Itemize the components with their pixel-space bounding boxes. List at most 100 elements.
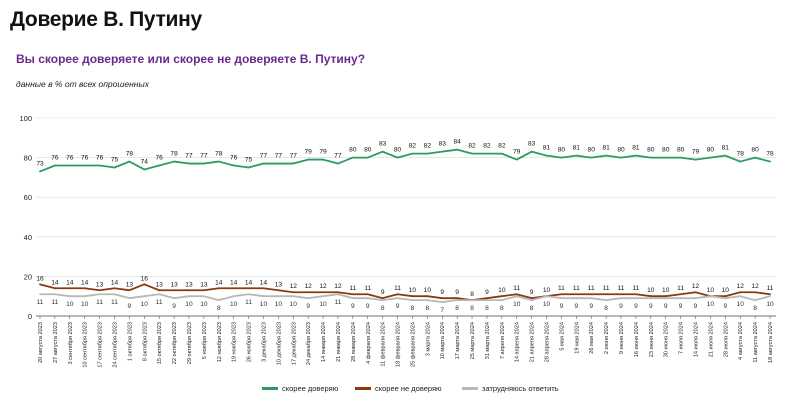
data-label: 82 — [498, 143, 506, 150]
data-point — [277, 163, 279, 165]
x-tick-label: 10 марта 2024 — [440, 322, 446, 359]
data-label: 9 — [396, 303, 400, 310]
data-label: 9 — [381, 289, 385, 296]
data-label: 10 — [424, 287, 432, 294]
data-point — [367, 157, 369, 159]
data-point — [128, 161, 130, 163]
data-point — [471, 299, 473, 301]
data-label: 9 — [574, 303, 578, 310]
data-point — [486, 299, 488, 301]
data-point — [769, 293, 771, 295]
x-tick-label: 17 марта 2024 — [455, 322, 461, 359]
data-label: 8 — [604, 305, 608, 312]
data-label: 73 — [36, 160, 44, 167]
x-tick-label: 5 ноября 2023 — [202, 322, 208, 359]
x-tick-label: 12 ноября 2023 — [217, 322, 223, 362]
data-point — [575, 155, 577, 157]
data-point — [650, 297, 652, 299]
legend-item-trust: скорее доверяю — [262, 384, 338, 393]
data-label: 76 — [96, 155, 104, 162]
data-point — [114, 287, 116, 289]
data-point — [233, 295, 235, 297]
data-label: 8 — [753, 305, 757, 312]
data-point — [590, 293, 592, 295]
data-label: 11 — [677, 285, 684, 292]
data-label: 13 — [170, 281, 178, 288]
x-tick-label: 23 июня 2024 — [649, 322, 655, 357]
x-tick-label: 3 сентября 2023 — [68, 322, 74, 365]
data-point — [99, 289, 101, 291]
data-point — [352, 293, 354, 295]
data-point — [456, 149, 458, 151]
data-label: 9 — [306, 303, 310, 310]
data-label: 11 — [245, 299, 252, 306]
data-point — [665, 297, 667, 299]
data-label: 80 — [677, 147, 685, 154]
data-point — [352, 157, 354, 159]
data-label: 8 — [381, 305, 385, 312]
data-point — [665, 157, 667, 159]
data-point — [397, 297, 399, 299]
data-label: 10 — [707, 301, 715, 308]
data-point — [128, 297, 130, 299]
data-label: 9 — [679, 303, 683, 310]
y-tick-label: 100 — [19, 114, 32, 123]
data-point — [188, 289, 190, 291]
data-point — [322, 291, 324, 293]
data-point — [263, 163, 265, 165]
data-label: 11 — [111, 299, 118, 306]
data-point — [561, 157, 563, 159]
data-point — [397, 157, 399, 159]
data-point — [412, 295, 414, 297]
x-tick-label: 31 марта 2024 — [485, 322, 491, 359]
data-label: 11 — [394, 285, 401, 292]
data-label: 10 — [230, 301, 238, 308]
data-label: 81 — [602, 145, 610, 152]
data-point — [203, 295, 205, 297]
data-label: 11 — [632, 285, 639, 292]
data-label: 11 — [618, 285, 625, 292]
data-point — [337, 163, 339, 165]
data-label: 77 — [290, 153, 298, 160]
x-tick-label: 16 июня 2024 — [634, 322, 640, 357]
data-label: 83 — [528, 141, 536, 148]
data-label: 82 — [483, 143, 491, 150]
data-point — [635, 297, 637, 299]
x-tick-label: 26 мая 2024 — [589, 322, 595, 354]
data-point — [128, 289, 130, 291]
data-label: 9 — [619, 303, 623, 310]
data-point — [441, 301, 443, 303]
data-label: 11 — [349, 285, 356, 292]
data-label: 77 — [185, 153, 193, 160]
data-point — [412, 299, 414, 301]
data-point — [203, 163, 205, 165]
x-tick-label: 28 апреля 2024 — [545, 322, 551, 362]
data-label: 10 — [66, 301, 74, 308]
data-label: 81 — [543, 145, 551, 152]
x-tick-label: 17 декабря 2023 — [291, 322, 297, 365]
data-point — [382, 151, 384, 153]
data-point — [352, 297, 354, 299]
data-point — [605, 299, 607, 301]
data-point — [54, 287, 56, 289]
x-tick-label: 7 июля 2024 — [679, 322, 685, 354]
data-label: 12 — [692, 283, 700, 290]
data-point — [218, 299, 220, 301]
data-label: 10 — [319, 301, 327, 308]
data-label: 84 — [453, 139, 461, 146]
data-point — [69, 295, 71, 297]
data-label: 13 — [96, 281, 104, 288]
data-point — [307, 159, 309, 161]
data-point — [754, 291, 756, 293]
data-point — [188, 295, 190, 297]
data-point — [114, 293, 116, 295]
data-label: 80 — [558, 147, 566, 154]
data-point — [158, 289, 160, 291]
legend-label-unsure: затрудняюсь ответить — [482, 384, 559, 393]
x-tick-label: 15 октября 2023 — [157, 322, 163, 364]
data-point — [456, 297, 458, 299]
data-label: 10 — [766, 301, 774, 308]
data-label: 76 — [156, 155, 164, 162]
data-point — [337, 291, 339, 293]
legend-swatch-unsure — [462, 387, 478, 390]
